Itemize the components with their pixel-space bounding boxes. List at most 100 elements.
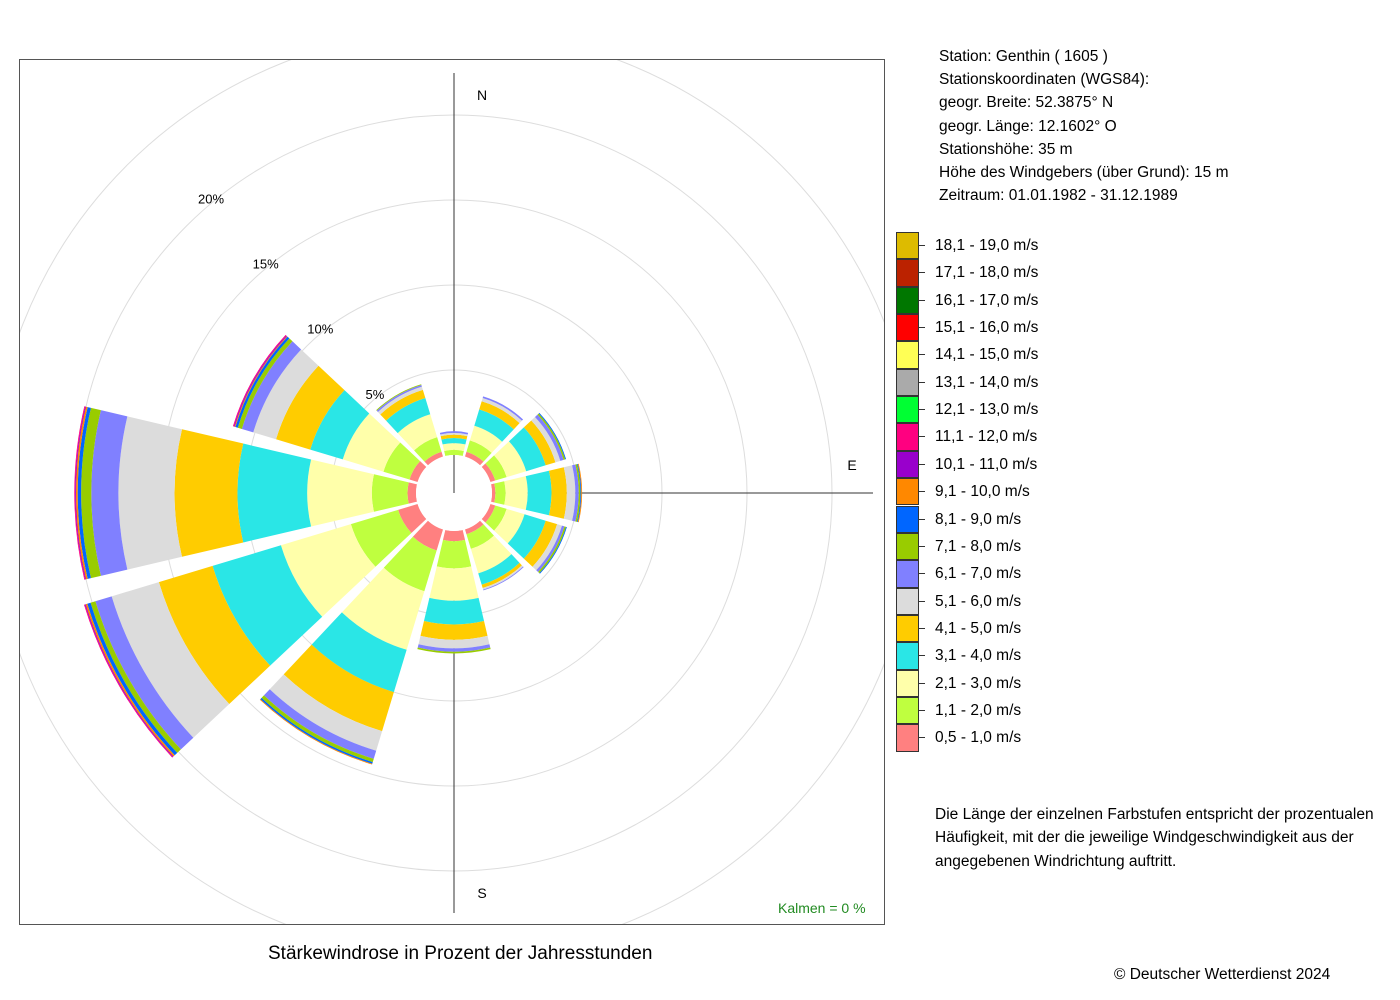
legend-label: 13,1 - 14,0 m/s (935, 373, 1039, 391)
legend-label: 5,1 - 6,0 m/s (935, 592, 1022, 610)
wind-sector-segment (409, 461, 427, 483)
wind-sector-segment (414, 437, 442, 462)
legend-swatch (896, 642, 919, 670)
wind-sector-segment (464, 451, 484, 466)
legend-swatch (896, 532, 919, 561)
legend-tick (919, 627, 925, 629)
wind-sector-segment (469, 425, 503, 453)
wind-sector-segment (235, 336, 290, 428)
wind-rose-chart: 5% 10% 15% 20% N E S (20, 60, 884, 924)
wind-sector-segment (418, 635, 490, 649)
wind-sector-segment (383, 536, 437, 592)
legend-label: 10,1 - 11,0 m/s (935, 455, 1038, 473)
legend-swatch (896, 286, 919, 315)
legend-label: 12,1 - 13,0 m/s (935, 401, 1039, 419)
station-info-line: Station: Genthin ( 1605 ) (939, 48, 1108, 65)
legend-label: 15,1 - 16,0 m/s (935, 319, 1039, 337)
wind-sector-segment (342, 413, 401, 472)
wind-sector-segment (377, 386, 423, 415)
wind-sector-segment (577, 463, 583, 523)
wind-sector-segment (350, 509, 412, 567)
legend-swatch (896, 560, 919, 588)
wind-sector-segment (81, 407, 101, 579)
wind-sector-segment (376, 385, 422, 413)
legend-swatch (896, 505, 919, 533)
wind-sector-segment (440, 432, 468, 437)
wind-sector-segment (479, 401, 520, 430)
wind-sector-segment (494, 508, 525, 544)
wind-sector-segment (75, 406, 88, 580)
legend-tick (919, 354, 925, 356)
radial-tick-label: 5% (366, 387, 385, 402)
wind-sector-segment (90, 601, 181, 753)
explanation-note: Die Länge der einzelnen Farbstufen entsp… (935, 803, 1395, 873)
wind-sector-segment (441, 438, 467, 445)
wind-sector-segment (481, 562, 522, 588)
legend-label: 7,1 - 8,0 m/s (935, 537, 1022, 555)
note-line: angegebenen Windrichtung auftritt. (935, 852, 1177, 870)
wind-sector-segment (380, 389, 426, 421)
legend-item: 9,1 - 10,0 m/s (896, 478, 1196, 506)
wind-sector-segment (490, 483, 496, 503)
wind-sector-segment (91, 410, 128, 576)
wind-sector-segment (474, 409, 514, 442)
legend-tick (919, 737, 925, 739)
legend-label: 8,1 - 9,0 m/s (935, 510, 1022, 528)
wind-sector-segment (75, 406, 86, 580)
legend-label: 16,1 - 17,0 m/s (935, 291, 1039, 309)
wind-sector-segment (504, 476, 528, 510)
wind-sector-segment (283, 644, 394, 732)
wind-sector-segment (412, 520, 444, 551)
wind-sector-segment (572, 464, 579, 522)
compass-label-s: S (477, 885, 486, 901)
legend-swatch (896, 232, 919, 260)
wind-sector-segment (310, 390, 370, 460)
station-info-line: geogr. Breite: 52.3875° N (939, 94, 1114, 112)
legend-swatch (896, 423, 919, 451)
wind-sector-segment (481, 398, 522, 424)
legend-label: 6,1 - 7,0 m/s (935, 565, 1022, 583)
wind-sector-segment (494, 481, 506, 505)
wind-sector-segment (466, 440, 492, 462)
wind-sector-segment (423, 597, 485, 625)
legend-label: 4,1 - 5,0 m/s (935, 619, 1022, 637)
wind-sector-segment (174, 429, 244, 557)
legend-item: 14,1 - 15,0 m/s (896, 341, 1196, 369)
legend-swatch (896, 396, 919, 424)
wind-sector-segment (371, 474, 409, 512)
station-info-line: Höhe des Windgebers (über Grund): 15 m (939, 164, 1229, 182)
legend-label: 3,1 - 4,0 m/s (935, 647, 1022, 665)
legend-swatch (896, 669, 919, 697)
legend-label: 18,1 - 19,0 m/s (935, 237, 1039, 254)
copyright-text: © Deutscher Wetterdienst 2024 (1114, 966, 1331, 983)
wind-sector-segment (74, 406, 86, 580)
legend-tick (919, 655, 925, 657)
wind-sector-segment (417, 647, 491, 654)
wind-sector-segment (485, 455, 507, 481)
wind-sector-segment (276, 365, 345, 450)
note-line: Die Länge der einzelnen Farbstufen entsp… (935, 806, 1374, 823)
wind-sector-segment (466, 524, 494, 549)
wind-sector-segment (482, 396, 524, 421)
legend-tick (919, 682, 925, 684)
legend-tick (919, 381, 925, 383)
wind-sector-segment (417, 644, 491, 652)
legend-item: 18,1 - 19,0 m/s (896, 232, 1196, 260)
wind-sector-segment (261, 695, 374, 763)
legend-swatch (896, 368, 919, 397)
legend-swatch (896, 587, 919, 615)
station-info-line: Zeitraum: 01.01.1982 - 31.12.1989 (939, 187, 1178, 205)
wind-sector-segment (523, 420, 556, 466)
wind-sector-segment (494, 441, 527, 478)
wind-sector-segment (263, 689, 377, 759)
wind-sector-segment (212, 545, 323, 666)
legend-label: 11,1 - 12,0 m/s (935, 428, 1038, 446)
wind-sector-segment (269, 674, 383, 751)
compass-label-n: N (477, 87, 487, 103)
legend-tick (919, 409, 925, 411)
radial-tick-label: 20% (198, 191, 224, 206)
calm-label: Kalmen = 0 % (778, 900, 866, 916)
legend-label: 14,1 - 15,0 m/s (935, 346, 1039, 364)
legend-label: 2,1 - 3,0 m/s (935, 674, 1022, 692)
legend-swatch (896, 450, 919, 479)
